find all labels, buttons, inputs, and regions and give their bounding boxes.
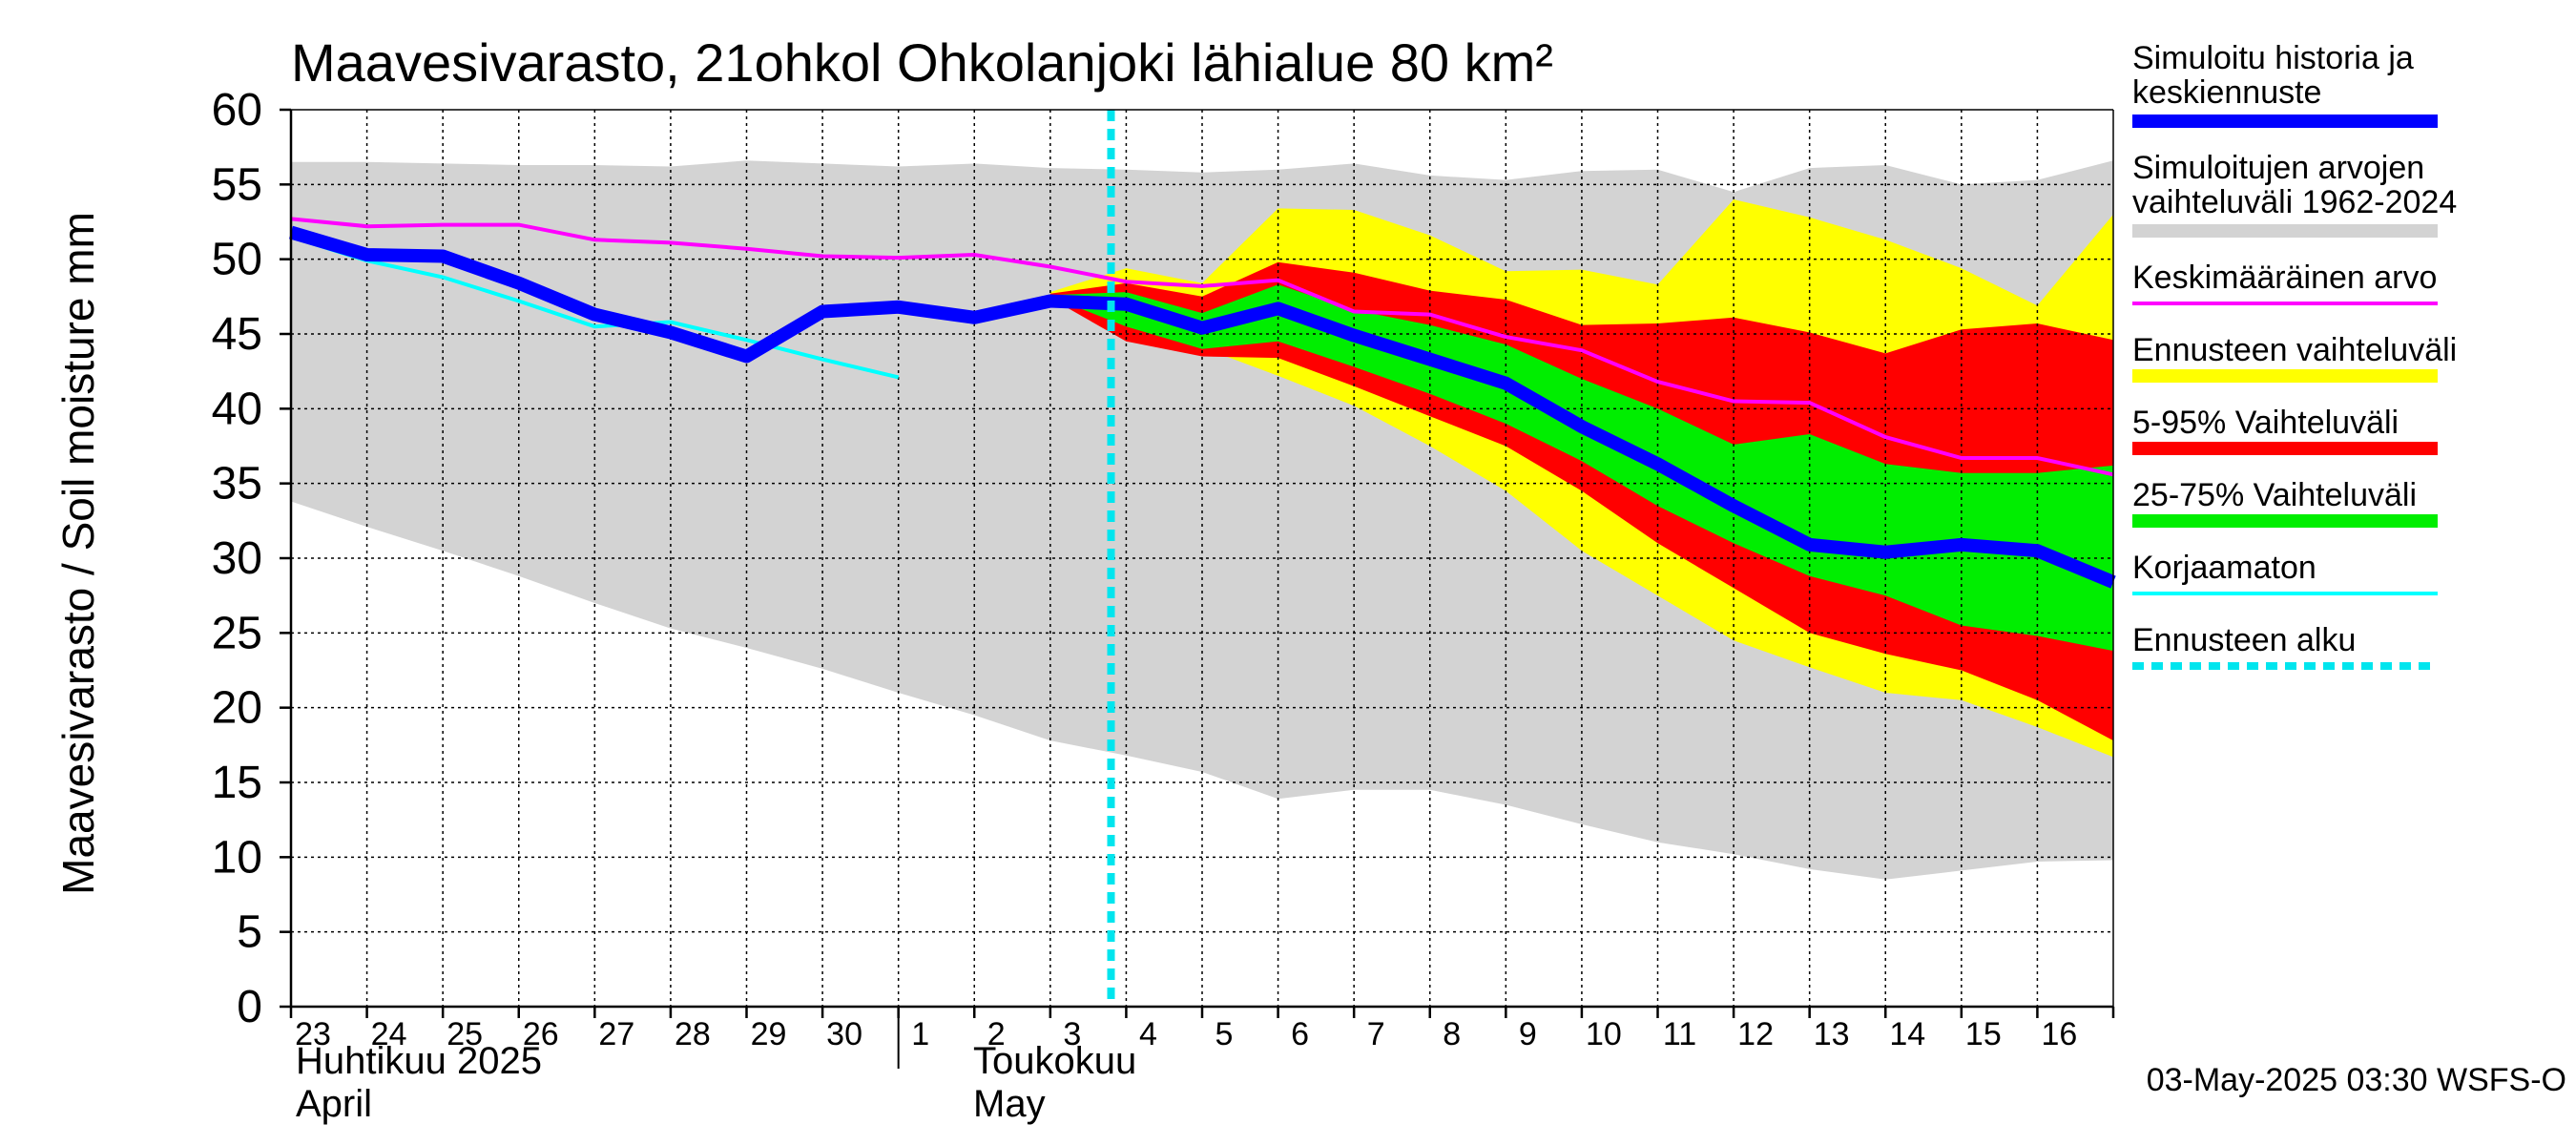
legend-label-line2: vaihteluväli 1962-2024 xyxy=(2132,184,2457,220)
uncorrected-line xyxy=(290,235,900,380)
x-tick-label: 5 xyxy=(1215,1016,1234,1052)
month-label-april-en: April xyxy=(296,1083,372,1125)
y-tick-label: 10 xyxy=(212,832,262,883)
y-axis-label: Maavesivarasto / Soil moisture mm xyxy=(53,212,103,895)
x-tick-label: 25 xyxy=(447,1016,483,1052)
plot-area xyxy=(289,110,2116,1007)
x-tick-label: 13 xyxy=(1814,1016,1850,1052)
month-label-april-fi: Huhtikuu 2025 xyxy=(296,1040,542,1082)
x-tick-label: 15 xyxy=(1965,1016,2002,1052)
x-tick-label: 1 xyxy=(911,1016,929,1052)
month-label-may-en: May xyxy=(973,1083,1046,1125)
month-labels: Huhtikuu 2025 April Toukokuu May xyxy=(296,1040,1136,1125)
y-tick-label: 20 xyxy=(212,683,262,734)
y-tick-label: 40 xyxy=(212,384,262,434)
legend-label: Ennusteen vaihteluväli xyxy=(2132,332,2457,368)
x-tick-label: 16 xyxy=(2042,1016,2078,1052)
x-tick-label: 4 xyxy=(1139,1016,1157,1052)
p5-p95-band xyxy=(1049,261,2113,741)
y-tick-label: 0 xyxy=(237,982,262,1032)
legend-label: Simuloitujen arvojen xyxy=(2132,150,2424,186)
legend-label: 25-75% Vaihteluväli xyxy=(2132,477,2417,513)
y-tick-label: 60 xyxy=(212,85,262,135)
mean-line xyxy=(290,217,2114,477)
x-tick-label: 11 xyxy=(1663,1016,1696,1052)
simulated-forecast-line xyxy=(289,225,2116,589)
legend-label: Korjaamaton xyxy=(2132,550,2316,586)
y-tick-label: 15 xyxy=(212,758,262,808)
month-label-may-fi: Toukokuu xyxy=(973,1040,1136,1082)
legend-label: Keskimääräinen arvo xyxy=(2132,260,2437,296)
x-tick-label: 14 xyxy=(1889,1016,1925,1052)
y-tick-label: 50 xyxy=(212,235,262,285)
x-tick-label: 6 xyxy=(1291,1016,1309,1052)
legend-label: Simuloitu historia ja xyxy=(2132,40,2414,76)
x-tick-label: 26 xyxy=(523,1016,559,1052)
x-tick-label: 2 xyxy=(987,1016,1006,1052)
y-tick-label: 30 xyxy=(212,533,262,584)
x-tick-label: 30 xyxy=(826,1016,862,1052)
x-tick-label: 8 xyxy=(1443,1016,1461,1052)
legend-label: Ennusteen alku xyxy=(2132,622,2356,658)
x-tick-label: 23 xyxy=(295,1016,331,1052)
legend-label: 5-95% Vaihteluväli xyxy=(2132,405,2399,441)
x-tick-label: 3 xyxy=(1063,1016,1081,1052)
x-tick-label: 24 xyxy=(371,1016,407,1052)
x-tick-label: 12 xyxy=(1737,1016,1774,1052)
x-tick-label: 9 xyxy=(1519,1016,1537,1052)
x-tick-label: 27 xyxy=(598,1016,634,1052)
x-tick-label: 29 xyxy=(751,1016,787,1052)
y-tick-label: 5 xyxy=(237,907,262,958)
line-layer xyxy=(289,110,2116,1007)
y-tick-label: 55 xyxy=(212,159,262,210)
x-tick-label: 7 xyxy=(1367,1016,1385,1052)
y-tick-label: 35 xyxy=(212,459,262,510)
chart-title: Maavesivarasto, 21ohkol Ohkolanjoki lähi… xyxy=(291,32,1553,93)
p25-p75-band xyxy=(1049,284,2113,652)
legend-label-line2: keskiennuste xyxy=(2132,74,2321,111)
x-tick-label: 28 xyxy=(675,1016,711,1052)
y-tick-label: 25 xyxy=(212,608,262,658)
x-tick-label: 10 xyxy=(1586,1016,1622,1052)
timestamp: 03-May-2025 03:30 WSFS-O xyxy=(2147,1062,2566,1098)
y-tick-label: 45 xyxy=(212,309,262,360)
